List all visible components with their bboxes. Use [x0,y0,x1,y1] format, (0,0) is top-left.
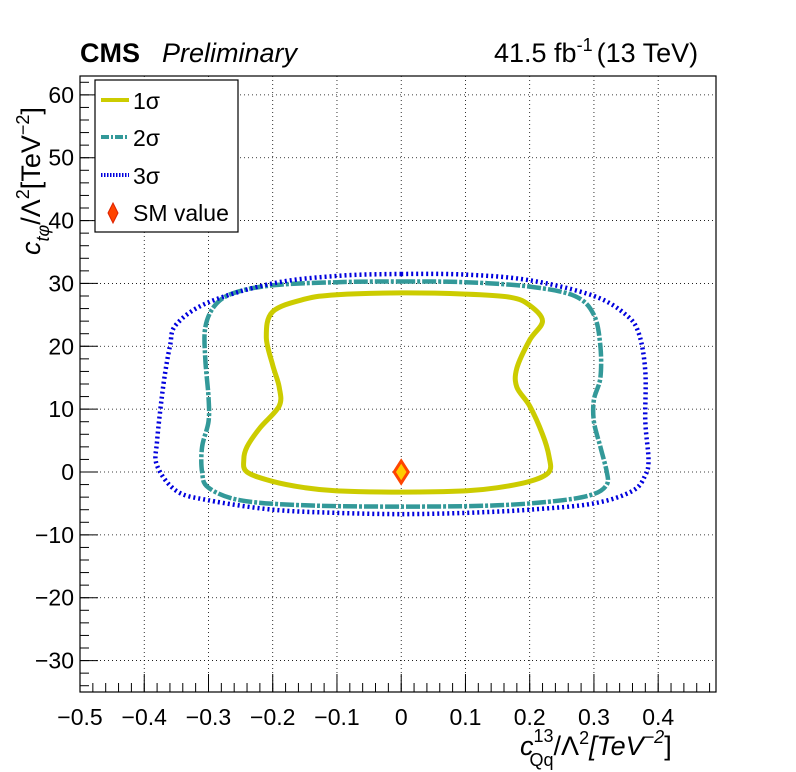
x-tick-label: 0.1 [449,704,481,730]
legend-box [94,79,239,233]
legend-label-2sigma: 2σ [133,125,160,151]
x-tick-labels: −0.5 −0.4 −0.3 −0.2 −0.1 0 0.1 0.2 0.3 0.4 [57,704,674,730]
contour-1sigma [241,290,554,495]
lumi-label: 41.5 fb-1 (13 TeV) [494,35,698,68]
y-axis-title: ctφ/Λ2[TeV−2] [13,107,53,255]
y-tick-label: 40 [48,208,74,234]
legend-item-1sigma: 1σ [101,88,160,114]
legend-item-sm: SM value [107,200,229,226]
legend-label-3sigma: 3σ [133,163,160,189]
x-tick-label: 0.3 [578,704,610,730]
legend-label-sm: SM value [133,200,229,226]
y-tick-label: 30 [48,270,74,296]
contour-series [153,271,651,517]
y-tick-label: −10 [35,522,74,548]
contour-2sigma [199,279,611,509]
legend: 1σ 2σ 3σ SM value [94,79,239,233]
sm-value-marker [392,458,410,486]
y-tick-label: −20 [35,585,74,611]
legend-swatch-sm [107,201,119,225]
y-tick-label: 60 [48,82,74,108]
status-label: Preliminary [162,38,299,68]
contour-3sigma [153,271,651,517]
axis-ticks [79,81,711,692]
x-tick-label: −0.2 [250,704,295,730]
y-tick-label: −30 [35,648,74,674]
x-axis-title: c13 Qq/Λ2[TeV−2] [520,726,672,770]
sm-marker [392,458,410,486]
energy-label: (13 TeV) [597,38,699,68]
experiment-label: CMS [80,38,140,68]
x-tick-label: −0.3 [186,704,231,730]
y-tick-label: 10 [48,396,74,422]
x-tick-label: 0.4 [642,704,674,730]
x-tick-label: −0.1 [314,704,359,730]
legend-item-3sigma: 3σ [101,163,160,189]
y-tick-label: 20 [48,333,74,359]
x-tick-label: 0 [395,704,408,730]
x-tick-label: −0.4 [122,704,168,730]
legend-item-2sigma: 2σ [101,125,160,151]
lumi-exponent: -1 [577,35,593,55]
x-tick-label: −0.5 [57,704,102,730]
y-tick-label: 50 [48,145,74,171]
x-tick-label: 0.2 [514,704,546,730]
legend-label-1sigma: 1σ [133,88,160,114]
y-tick-labels: −30 −20 −10 0 10 20 30 40 50 60 [35,82,74,674]
lumi-value: 41.5 fb [494,38,577,68]
y-tick-label: 0 [61,459,74,485]
